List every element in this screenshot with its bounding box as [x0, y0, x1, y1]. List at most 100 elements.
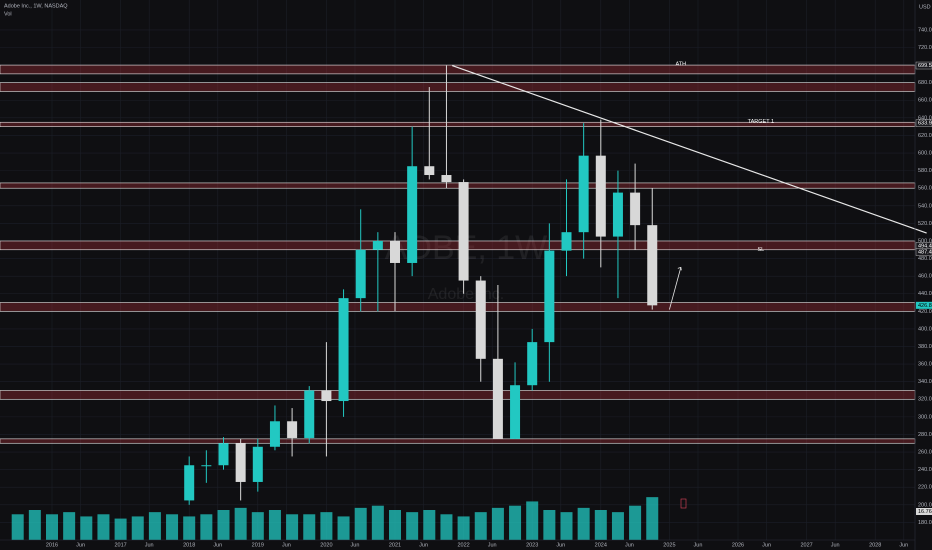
- volume-bar: [560, 512, 573, 540]
- zone: [0, 302, 916, 312]
- candle-body: [321, 390, 332, 402]
- volume-bar: [389, 510, 401, 540]
- price-tag-bg: [915, 119, 932, 127]
- x-tick-label: Jun: [625, 542, 634, 548]
- candle-body: [612, 192, 623, 237]
- zone: [0, 82, 916, 92]
- x-tick-label: Jun: [282, 542, 291, 548]
- y-tick-label: 460.00: [918, 274, 932, 280]
- annotation: SL: [757, 247, 764, 253]
- volume-bar: [114, 518, 127, 540]
- candle-body: [424, 166, 435, 176]
- x-tick-label: 2018: [183, 542, 195, 548]
- candle-body: [475, 280, 486, 359]
- x-tick-label: 2025: [663, 542, 675, 548]
- volume-tag-bg: [916, 508, 932, 515]
- x-tick-label: Jun: [831, 542, 840, 548]
- price-tag: 494.45: [918, 243, 932, 249]
- volume-bar: [629, 505, 642, 540]
- volume-bar: [354, 507, 367, 540]
- volume-bar: [406, 512, 419, 540]
- volume-bar: [166, 514, 179, 540]
- y-tick-label: 400.00: [918, 326, 932, 332]
- x-tick-label: Jun: [762, 542, 771, 548]
- y-tick-label: 600.00: [918, 150, 932, 156]
- y-tick-label: 200.00: [918, 502, 932, 508]
- volume-bar: [183, 516, 196, 540]
- y-tick-label: 280.00: [918, 432, 932, 438]
- volume-bar: [148, 512, 161, 540]
- candle-body: [407, 166, 418, 263]
- y-tick-label: 380.00: [918, 344, 932, 350]
- candle-body: [510, 385, 521, 439]
- volume-bar: [440, 514, 453, 540]
- volume-bar: [457, 516, 470, 540]
- volume-title: Vol: [4, 11, 12, 17]
- volume-bar: [371, 505, 384, 540]
- y-tick-label: 720.00: [918, 45, 932, 51]
- y-tick-label: 320.00: [918, 397, 932, 403]
- trendline: [451, 64, 927, 234]
- currency: USD: [919, 4, 931, 10]
- candle-body: [492, 358, 503, 439]
- volume-bar: [474, 512, 487, 540]
- volume-bar: [577, 507, 590, 540]
- volume-bar: [594, 510, 607, 540]
- x-tick-label: 2026: [732, 542, 744, 548]
- x-tick-label: Jun: [899, 542, 908, 548]
- candle-body: [269, 421, 280, 447]
- y-tick-label: 660.00: [918, 98, 932, 104]
- x-tick-label: Jun: [694, 542, 703, 548]
- candle-body: [595, 155, 606, 237]
- volume-bar: [646, 497, 659, 540]
- x-tick-label: 2020: [320, 542, 332, 548]
- x-tick-label: Jun: [419, 542, 428, 548]
- volume-bar: [509, 505, 522, 540]
- candle-body: [390, 240, 400, 263]
- y-tick-label: 440.00: [918, 291, 932, 297]
- last-price-bg: [916, 301, 932, 309]
- price-tag-bg: [915, 248, 932, 256]
- y-tick-label: 180.00: [918, 520, 932, 526]
- volume-bar: [46, 514, 58, 540]
- volume-bar: [234, 507, 247, 540]
- volume-bar: [217, 510, 230, 540]
- x-tick-label: Jun: [488, 542, 497, 548]
- y-tick-label: 260.00: [918, 450, 932, 456]
- x-tick-label: Jun: [213, 542, 222, 548]
- x-tick-label: Jun: [76, 542, 85, 548]
- annotation: TARGET 1: [748, 119, 774, 125]
- volume-bar: [268, 510, 281, 540]
- volume-bar: [423, 510, 436, 540]
- price-tag: 699.50: [918, 63, 932, 69]
- volume-bar: [80, 516, 93, 540]
- volume-bar: [286, 514, 299, 540]
- x-tick-label: 2023: [526, 542, 538, 548]
- y-tick-label: 300.00: [918, 414, 932, 420]
- candle-body: [630, 192, 641, 226]
- volume-bar: [251, 512, 264, 540]
- x-tick-label: 2028: [869, 542, 881, 548]
- candle-body: [578, 155, 589, 233]
- candle-body: [458, 182, 469, 281]
- arrow-head: [677, 266, 682, 271]
- candle-body: [355, 249, 366, 299]
- candle-body: [235, 443, 246, 482]
- zone: [0, 390, 916, 400]
- volume-bar: [97, 514, 110, 540]
- x-tick-label: Jun: [556, 542, 565, 548]
- x-tick-label: 2022: [457, 542, 469, 548]
- volume-bar: [320, 512, 333, 540]
- price-tag: 487.40: [918, 250, 932, 256]
- candle-body: [184, 465, 195, 501]
- volume-bar: [526, 501, 539, 540]
- y-tick-label: 360.00: [918, 362, 932, 368]
- volume-bar: [63, 512, 76, 540]
- annotation: ATH: [676, 62, 687, 68]
- volume-bar: [611, 512, 624, 540]
- x-tick-label: Jun: [145, 542, 154, 548]
- x-tick-label: 2024: [595, 542, 607, 548]
- arrow: [669, 267, 682, 310]
- zone: [0, 438, 916, 444]
